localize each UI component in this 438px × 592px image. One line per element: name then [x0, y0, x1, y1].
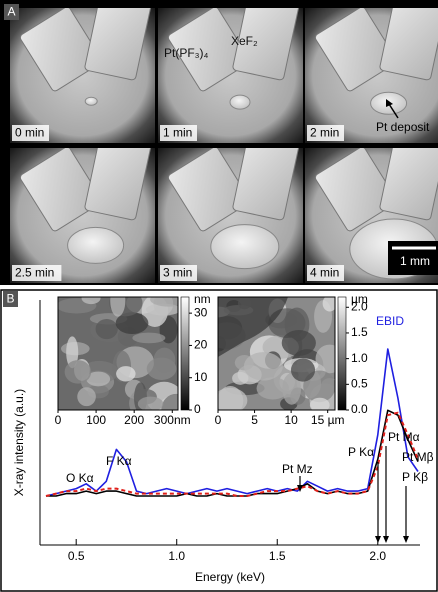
colorbar-unit: µm	[351, 292, 368, 306]
sem-image	[158, 0, 303, 143]
peak-annotation: F Kα	[106, 454, 132, 468]
sem-image	[10, 0, 155, 143]
inset-x-tick-label: 100	[86, 413, 106, 427]
afm-texture	[56, 285, 193, 425]
x-axis-title: Energy (keV)	[195, 570, 265, 584]
panel-label: A	[7, 5, 15, 19]
sem-frame: 2.5 min	[10, 131, 155, 283]
afm-grain	[77, 387, 96, 406]
peak-annotation: P Kα	[348, 445, 374, 459]
colorbar-tick-label: 0.0	[351, 402, 368, 416]
afm-image	[207, 295, 346, 416]
pt-deposit	[211, 225, 279, 269]
inset-x-tick-label: 10	[284, 413, 298, 427]
x-tick-label: 0.5	[68, 549, 85, 563]
sem-frame: 1 min	[158, 0, 303, 143]
time-label: 1 min	[163, 126, 192, 140]
colorbar-tick-label: 0	[194, 402, 201, 416]
figure: 0 min 1 min 2 min 2.5 min 3 min 4 min A Pt(PF₃)…	[0, 0, 438, 592]
afm-grain	[291, 359, 315, 382]
afm-grain	[116, 366, 135, 381]
inset-x-tick-label: 0	[215, 413, 222, 427]
colorbar-tick-label: 30	[194, 305, 208, 319]
x-tick-label: 1.5	[269, 549, 286, 563]
time-label: 2 min	[310, 126, 339, 140]
afm-grain	[282, 330, 316, 356]
peak-annotation: Pt Mβ	[402, 450, 434, 464]
colorbar	[181, 297, 189, 410]
inset-x-tick-label: 300nm	[154, 413, 191, 427]
afm-grain	[138, 397, 163, 411]
time-label: 2.5 min	[15, 266, 54, 280]
inset-x-tick-label: 15 µm	[311, 413, 345, 427]
time-label: 3 min	[163, 266, 192, 280]
afm-grain	[154, 348, 176, 373]
legend-label: EBID	[376, 314, 404, 328]
colorbar-tick-label: 20	[194, 338, 208, 352]
pt-deposit	[68, 227, 124, 263]
colorbar	[338, 297, 346, 410]
etchant-label: XeF₂	[231, 34, 258, 48]
precursor-label: Pt(PF₃)₄	[164, 46, 209, 60]
colorbar-tick-label: 1.5	[351, 325, 368, 339]
afm-grain	[132, 333, 165, 344]
sem-frame: 3 min	[158, 131, 303, 283]
pt-deposit	[230, 95, 250, 109]
afm-grain	[65, 360, 92, 383]
peak-annotation: Pt Mz	[282, 462, 313, 476]
afm-grain	[244, 352, 283, 380]
inset-x-tick-label: 5	[251, 413, 258, 427]
pt-deposit	[85, 97, 97, 105]
colorbar-tick-label: 10	[194, 370, 208, 384]
colorbar-tick-label: 1.0	[351, 351, 368, 365]
x-tick-label: 1.0	[168, 549, 185, 563]
inset-x-tick-label: 200	[124, 413, 144, 427]
afm-grain	[96, 319, 118, 339]
sem-frame: 0 min	[10, 0, 155, 143]
deposit-label: Pt deposit	[376, 120, 430, 134]
peak-annotation: O Kα	[66, 471, 94, 485]
afm-texture	[207, 295, 346, 416]
sem-image	[158, 131, 303, 283]
colorbar-unit: nm	[194, 292, 211, 306]
scale-bar-label: 1 mm	[400, 254, 430, 268]
peak-annotation: P Kβ	[402, 470, 428, 484]
y-axis-title: X-ray intensity (a.u.)	[12, 389, 26, 496]
panel-label: B	[6, 292, 14, 306]
inset-x-tick-label: 0	[55, 413, 62, 427]
afm-grain	[232, 372, 248, 385]
time-label: 4 min	[310, 266, 339, 280]
afm-image	[56, 285, 193, 425]
peak-annotation: Pt Mα	[388, 430, 420, 444]
sem-image	[10, 131, 155, 283]
x-tick-label: 2.0	[369, 549, 386, 563]
afm-grain	[257, 377, 289, 399]
colorbar-tick-label: 0.5	[351, 376, 368, 390]
time-label: 0 min	[15, 126, 44, 140]
